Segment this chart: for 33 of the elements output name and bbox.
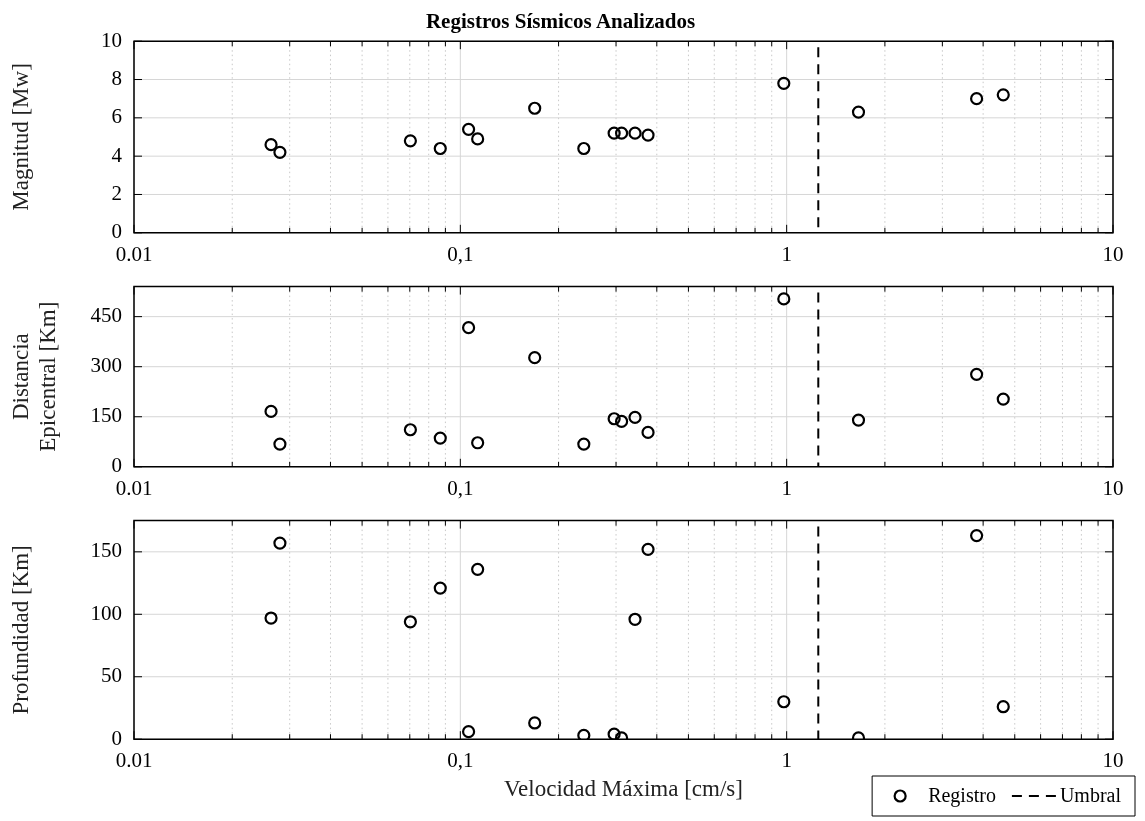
y-tick-label: 450 — [90, 303, 122, 328]
x-tick-label: 10 — [1102, 748, 1124, 773]
x-tick-label: 0,1 — [447, 475, 474, 500]
x-tick-label: 0.01 — [115, 748, 153, 773]
chart-title: Registros Sísmicos Analizados — [425, 9, 696, 34]
x-tick-label: 1 — [781, 748, 792, 773]
y-axis-title: Distancia Epicentral [Km] — [7, 301, 61, 452]
y-axis-title: Profundidad [Km] — [7, 545, 33, 715]
x-tick-label: 0,1 — [447, 241, 474, 266]
legend-label: Registro — [928, 784, 996, 808]
y-tick-label: 0 — [111, 219, 122, 244]
y-tick-label: 150 — [90, 538, 122, 563]
y-tick-label: 4 — [111, 142, 123, 167]
y-axis-title: Magnitud [Mw] — [7, 63, 33, 211]
y-tick-label: 50 — [101, 663, 122, 688]
x-tick-label: 0.01 — [115, 475, 153, 500]
y-tick-label: 150 — [90, 403, 122, 428]
y-tick-label: 2 — [111, 181, 122, 205]
y-tick-label: 100 — [90, 600, 122, 625]
y-tick-label: 10 — [101, 27, 122, 52]
x-axis-title: Velocidad Máxima [cm/s] — [504, 776, 743, 802]
y-tick-label: 0 — [111, 725, 122, 750]
x-tick-label: 0,1 — [447, 748, 474, 773]
x-tick-label: 0.01 — [115, 241, 153, 266]
y-tick-label: 6 — [111, 104, 122, 129]
y-tick-label: 8 — [111, 66, 122, 91]
x-tick-label: 1 — [781, 475, 792, 500]
x-tick-label: 10 — [1102, 241, 1124, 266]
x-tick-label: 10 — [1102, 475, 1124, 500]
legend-label: Umbral — [1059, 784, 1122, 807]
y-tick-label: 0 — [111, 453, 122, 478]
y-tick-label: 300 — [90, 353, 122, 378]
x-tick-label: 1 — [781, 241, 792, 266]
